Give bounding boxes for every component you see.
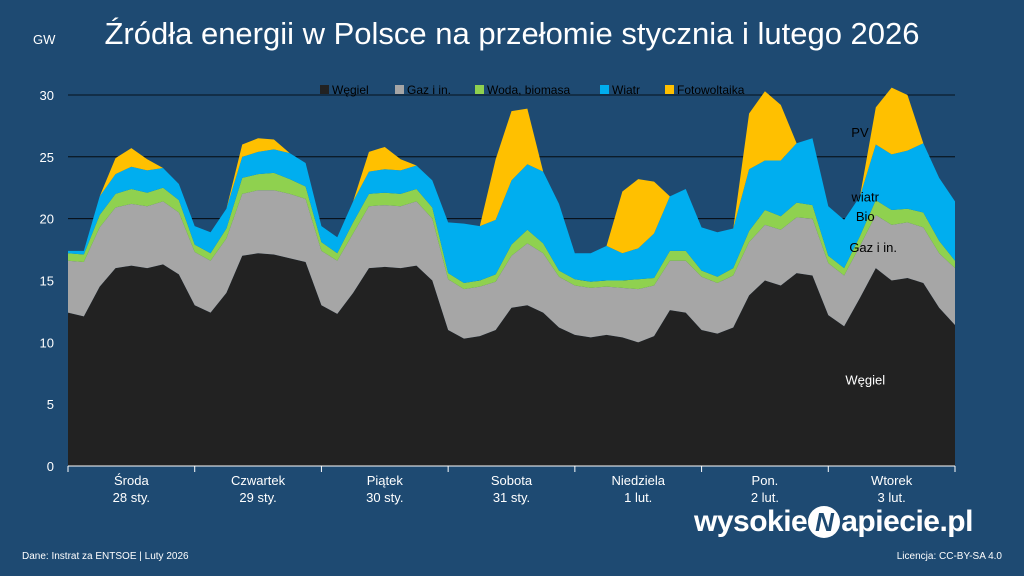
legend-label: Woda, biomasa — [487, 83, 570, 97]
legend-swatch — [665, 85, 674, 94]
x-day-label: Pon. — [752, 473, 779, 488]
y-axis-unit: GW — [33, 32, 56, 47]
legend-label: Fotowoltaika — [677, 83, 745, 97]
logo-text-2: apiecie.pl — [841, 505, 973, 538]
y-tick-label: 15 — [40, 274, 54, 289]
series-area-4 — [68, 87, 955, 254]
area-layer — [68, 87, 955, 466]
x-day-label: Wtorek — [871, 473, 913, 488]
x-date-label: 1 lut. — [624, 490, 652, 505]
x-date-label: 2 lut. — [751, 490, 779, 505]
y-tick-label: 30 — [40, 88, 54, 103]
annotation-label: Węgiel — [845, 372, 885, 387]
series-area-3 — [68, 138, 955, 283]
chart-title: Źródła energii w Polsce na przełomie sty… — [104, 16, 920, 51]
x-day-label: Sobota — [491, 473, 533, 488]
y-tick-label: 5 — [47, 397, 54, 412]
y-tick-label: 20 — [40, 212, 54, 227]
series-area-0 — [68, 253, 955, 466]
y-tick-label: 25 — [40, 150, 54, 165]
x-date-label: 31 sty. — [493, 490, 530, 505]
x-date-label: 28 sty. — [113, 490, 150, 505]
x-day-label: Piątek — [367, 473, 404, 488]
logo-text-1: wysokie — [694, 505, 808, 538]
logo-mark-icon: N — [808, 506, 841, 538]
legend-label: Wiatr — [612, 83, 640, 97]
series-area-1 — [68, 190, 955, 343]
annotation-label: Bio — [856, 209, 875, 224]
legend-swatch — [320, 85, 329, 94]
legend: Węgiel Gaz i in. Woda, biomasa Wiatr Fotowol… — [320, 83, 745, 97]
annotation-label: PV — [851, 125, 869, 140]
y-tick-label: 10 — [40, 335, 54, 350]
x-date-label: 29 sty. — [239, 490, 276, 505]
annotation-label: wiatr — [851, 189, 880, 204]
x-day-label: Czwartek — [231, 473, 286, 488]
annotation-layer: PV wiatr Bio Gaz i in. Węgiel — [845, 125, 897, 387]
x-day-label: Niedziela — [611, 473, 665, 488]
license-note: Licencja: CC-BY-SA 4.0 — [896, 551, 1002, 562]
y-tick-label: 0 — [47, 459, 54, 474]
legend-swatch — [600, 85, 609, 94]
x-date-label: 30 sty. — [366, 490, 403, 505]
x-day-label: Środa — [114, 473, 149, 488]
legend-label: Gaz i in. — [407, 83, 451, 97]
x-date-label: 3 lut. — [878, 490, 906, 505]
axis-layer: 0 5 10 15 20 25 30 Środa 28 sty. Czwartek 29 sty. P… — [40, 88, 956, 505]
data-source-note: Dane: Instrat za ENTSOE | Luty 2026 — [22, 551, 189, 562]
legend-swatch — [395, 85, 404, 94]
annotation-label: Gaz i in. — [849, 240, 897, 255]
legend-label: Węgiel — [332, 83, 369, 97]
legend-swatch — [475, 85, 484, 94]
